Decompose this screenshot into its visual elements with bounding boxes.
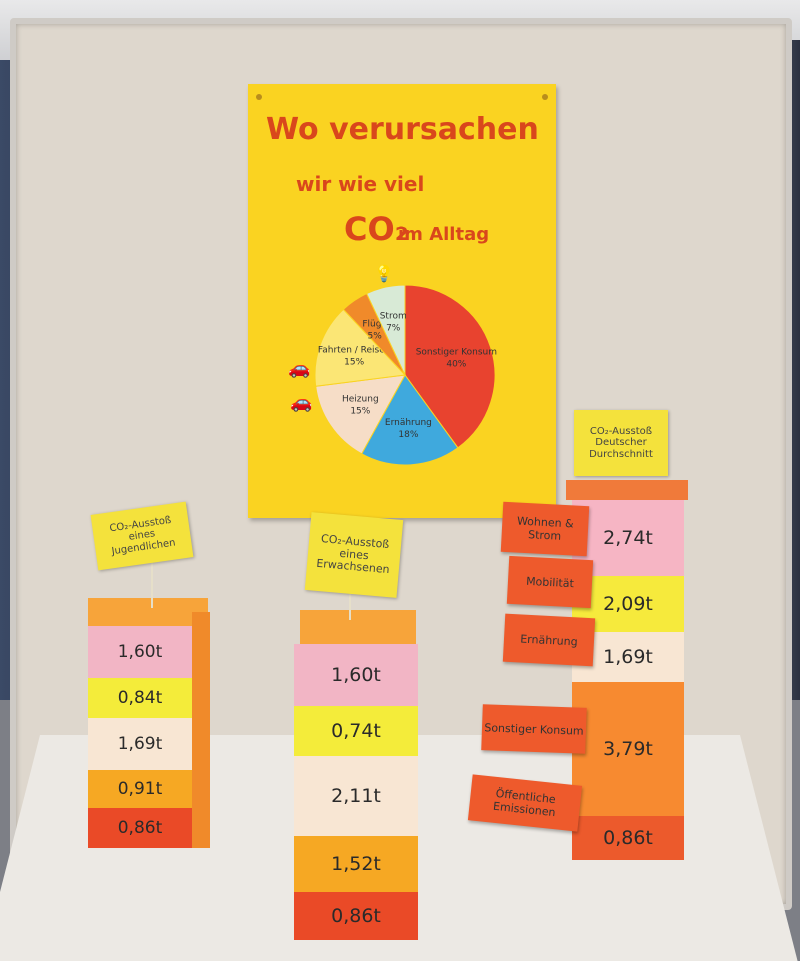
pie-slice-value: 15% <box>344 358 364 368</box>
adult-sign: CO₂-Ausstoß eines Erwachsenen <box>304 512 404 598</box>
value-band: 0,86t <box>88 808 192 848</box>
box-top <box>566 480 688 500</box>
value-band: 2,11t <box>294 756 418 836</box>
poster-title-line2: wir wie viel <box>296 172 425 196</box>
lightbulb-icon: 💡 <box>374 264 394 283</box>
pie-slice-label: Heizung <box>342 394 379 404</box>
pie-slice-value: 40% <box>446 359 466 369</box>
value-band: 0,86t <box>572 816 684 860</box>
category-tag: Sonstiger Konsum <box>481 704 587 754</box>
car-icon: 🚗 <box>290 392 313 413</box>
pie-slice-label: Fahrten / Reisen <box>318 346 391 356</box>
sign-stick <box>151 560 153 608</box>
pie-slice <box>360 374 459 466</box>
adult-stack: 1,60t 0,74t 2,11t 1,52t 0,86t <box>294 610 422 940</box>
pie-slice <box>404 284 496 449</box>
pie-slice-value: 18% <box>398 430 418 440</box>
value-band: 0,74t <box>294 706 418 756</box>
value-band: 0,84t <box>88 678 192 718</box>
pie-slice <box>314 308 407 387</box>
value-band: 1,60t <box>294 644 418 706</box>
pie-slice-value: 15% <box>350 406 370 416</box>
value-band: 0,91t <box>88 770 192 808</box>
pie-slice-value: 7% <box>386 323 401 333</box>
value-band: 3,79t <box>572 682 684 816</box>
poster-title-line3: im Alltag <box>398 224 490 245</box>
category-tag: Mobilität <box>506 555 594 609</box>
poster-title-co2: CO₂ <box>344 210 409 248</box>
pie-slice-label: Ernährung <box>385 418 432 428</box>
value-band: 1,52t <box>294 836 418 892</box>
category-tag: Wohnen & Strom <box>500 501 590 557</box>
youth-stack: 1,60t 0,84t 1,69t 0,91t 0,86t <box>88 598 212 850</box>
value-band: 1,69t <box>88 718 192 770</box>
value-band: 0,86t <box>294 892 418 940</box>
pie-slice <box>315 374 406 455</box>
sign-line: CO₂-Ausstoß <box>589 425 653 437</box>
pie-slice <box>366 284 406 376</box>
pie-slice-label: Strom <box>380 311 407 321</box>
box-top <box>300 610 416 646</box>
value-band: 1,60t <box>88 626 192 678</box>
sign-line: Durchschnitt <box>589 448 653 460</box>
poster-title-line1: Wo verursachen <box>266 112 539 147</box>
pie-slice-label: Flüge <box>362 319 387 329</box>
pie-slice-label: Sonstiger Konsum <box>416 347 497 357</box>
sign-stick <box>349 590 351 620</box>
poster-pie-chart: Sonstiger Konsum 40% Ernährung 18% Heizung 15… <box>314 284 497 466</box>
pin <box>542 94 548 100</box>
sign-line: Deutscher <box>595 437 647 449</box>
car-icon: 🚗 <box>288 358 311 379</box>
pin <box>256 94 262 100</box>
category-tag: Ernährung <box>502 613 596 667</box>
german-average-sign: CO₂-Ausstoß Deutscher Durchschnitt <box>574 410 668 476</box>
box-top <box>88 598 208 628</box>
sign-line: Erwachsenen <box>315 557 391 577</box>
box-side <box>192 612 210 848</box>
pie-slice-value: 5% <box>368 331 383 341</box>
